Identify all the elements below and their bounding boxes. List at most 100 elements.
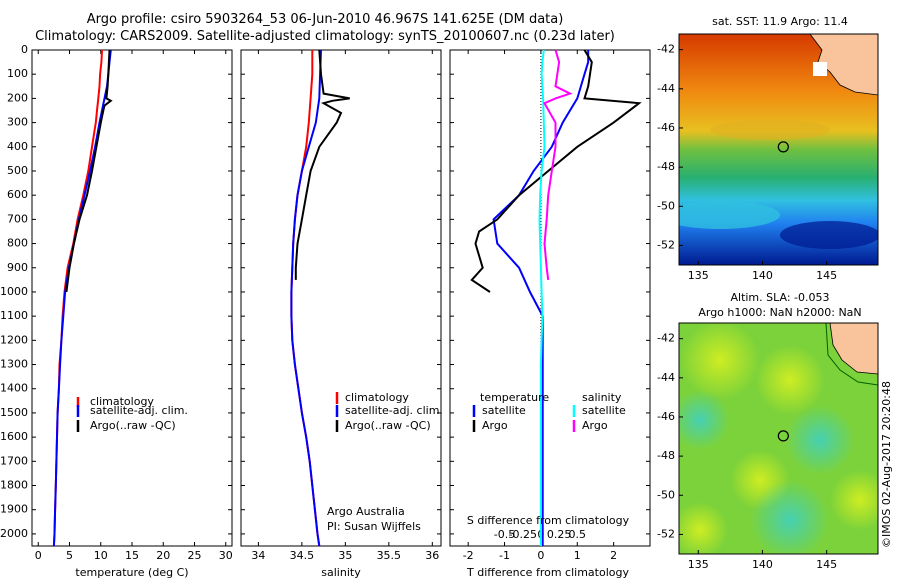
y-tick-label: 600 bbox=[7, 188, 28, 201]
legend-label-argo: Argo(..raw -QC) bbox=[345, 419, 431, 432]
legend-label-t-satellite: satellite bbox=[482, 404, 526, 417]
y-tick-label: 200 bbox=[7, 91, 28, 104]
x-tick-label: 35 bbox=[338, 549, 352, 562]
x-tick-label: -0.25 bbox=[508, 528, 536, 541]
temperature-legend: climatology satellite-adj. clim. Argo(..… bbox=[76, 395, 188, 432]
lat-tick-label: -52 bbox=[657, 527, 675, 540]
legend-label-satellite: satellite-adj. clim. bbox=[345, 404, 443, 417]
annotation-argo-australia: Argo Australia bbox=[327, 505, 405, 518]
x-tick-label: 0 bbox=[35, 549, 42, 562]
y-tick-label: 1400 bbox=[0, 382, 28, 395]
x-tick-label: 5 bbox=[66, 549, 73, 562]
legend-label-s-argo: Argo bbox=[582, 419, 608, 432]
sla-high-anomaly bbox=[680, 323, 760, 400]
lat-tick-label: -50 bbox=[657, 488, 675, 501]
y-tick-label: 100 bbox=[7, 67, 28, 80]
y-tick-label: 700 bbox=[7, 212, 28, 225]
difference-legend: temperature salinity satellite Argo sate… bbox=[472, 391, 626, 432]
sla-map: 135 140 145 -42 -44 -46 -48 -50 -52 bbox=[657, 322, 879, 571]
x-tick-label: 0 bbox=[537, 549, 544, 562]
temperature-xlabel: temperature (deg C) bbox=[75, 566, 188, 579]
y-tick-label: 1200 bbox=[0, 333, 28, 346]
x-tick-label: 20 bbox=[156, 549, 170, 562]
lon-tick-label: 145 bbox=[816, 269, 837, 282]
lat-tick-label: -42 bbox=[657, 332, 675, 345]
y-tick-label: 2000 bbox=[0, 527, 28, 540]
y-tick-label: 1000 bbox=[0, 285, 28, 298]
x-tick-label: 0.5 bbox=[569, 528, 587, 541]
x-tick-label: 2 bbox=[610, 549, 617, 562]
x-tick-label: 25 bbox=[188, 549, 202, 562]
lat-tick-label: -52 bbox=[657, 238, 675, 251]
difference-top-xlabel: S difference from climatology bbox=[467, 514, 630, 527]
salinity-legend: climatology satellite-adj. clim. Argo(..… bbox=[335, 391, 443, 432]
isobath-contour bbox=[825, 323, 878, 386]
legend-label-climatology: climatology bbox=[90, 395, 154, 408]
legend-header-salinity: salinity bbox=[582, 391, 622, 404]
series-line-temperature-satellite bbox=[492, 50, 590, 546]
difference-panel bbox=[449, 49, 651, 547]
y-tick-label: 1600 bbox=[0, 430, 28, 443]
difference-axes bbox=[449, 49, 651, 547]
legend-label-climatology: climatology bbox=[345, 391, 409, 404]
legend-label-argo: Argo(..raw -QC) bbox=[90, 419, 176, 432]
temperature-panel bbox=[31, 49, 233, 547]
series-line-salinity-satellite bbox=[538, 49, 546, 546]
lon-tick-label: 140 bbox=[752, 558, 773, 571]
sla-low-anomaly bbox=[679, 390, 730, 450]
y-tick-label: 1800 bbox=[0, 479, 28, 492]
lat-tick-label: -44 bbox=[657, 82, 675, 95]
sst-warm-front bbox=[710, 120, 830, 140]
salinity-panel bbox=[240, 49, 442, 547]
x-tick-label: 30 bbox=[219, 549, 233, 562]
lat-tick-label: -44 bbox=[657, 371, 675, 384]
y-tick-label: 1300 bbox=[0, 358, 28, 371]
sst-map: 135 140 145 -42 -44 -46 -48 -50 -52 bbox=[657, 33, 879, 282]
lat-tick-label: -48 bbox=[657, 449, 675, 462]
x-tick-label: 36 bbox=[425, 549, 439, 562]
lon-tick-label: 135 bbox=[688, 558, 709, 571]
lat-tick-label: -46 bbox=[657, 410, 675, 423]
legend-header-temperature: temperature bbox=[480, 391, 549, 404]
x-tick-label: -1 bbox=[499, 549, 510, 562]
y-tick-label: 1500 bbox=[0, 406, 28, 419]
lat-tick-label: -50 bbox=[657, 199, 675, 212]
float-position-marker bbox=[777, 430, 789, 442]
sla-map-title: Altim. SLA: -0.053 bbox=[730, 291, 830, 304]
tasmania-land bbox=[829, 323, 878, 375]
y-tick-label: 400 bbox=[7, 140, 28, 153]
sst-deep-cold bbox=[780, 221, 878, 249]
y-tick-label: 1100 bbox=[0, 309, 28, 322]
series-line-satellite-adj-clim- bbox=[290, 49, 322, 547]
x-tick-label: 0.25 bbox=[547, 528, 572, 541]
sst-map-title: sat. SST: 11.9 Argo: 11.4 bbox=[712, 15, 848, 28]
sla-high-anomaly bbox=[755, 345, 825, 415]
sla-map-subtitle: Argo h1000: NaN h2000: NaN bbox=[698, 306, 862, 319]
y-tick-label: 500 bbox=[7, 164, 28, 177]
difference-bottom-xlabel: T difference from climatology bbox=[466, 566, 629, 579]
sla-map-frame bbox=[678, 322, 879, 555]
tasmania-land bbox=[809, 34, 878, 96]
lon-tick-label: 135 bbox=[688, 269, 709, 282]
legend-label-t-argo: Argo bbox=[482, 419, 508, 432]
sst-map-frame bbox=[678, 33, 879, 266]
x-tick-label: 1 bbox=[574, 549, 581, 562]
lat-tick-label: -42 bbox=[657, 43, 675, 56]
x-tick-label: 34 bbox=[251, 549, 265, 562]
series-line-argo-raw-qc- bbox=[294, 49, 350, 280]
sla-high-anomaly bbox=[830, 470, 878, 530]
missing-data-patch bbox=[813, 62, 827, 76]
series-line-temperature-argo bbox=[470, 49, 642, 293]
lat-tick-label: -46 bbox=[657, 121, 675, 134]
lon-tick-label: 145 bbox=[816, 558, 837, 571]
series-line-argo-raw-qc- bbox=[65, 49, 113, 293]
sla-low-anomaly bbox=[750, 480, 830, 554]
legend-label-s-satellite: satellite bbox=[582, 404, 626, 417]
y-tick-label: 800 bbox=[7, 237, 28, 250]
annotation-pi: PI: Susan Wijffels bbox=[327, 520, 421, 533]
chart-title-line2: Climatology: CARS2009. Satellite-adjuste… bbox=[35, 29, 615, 44]
x-tick-label: 10 bbox=[94, 549, 108, 562]
temperature-axes bbox=[31, 49, 233, 547]
y-tick-label: 1700 bbox=[0, 454, 28, 467]
